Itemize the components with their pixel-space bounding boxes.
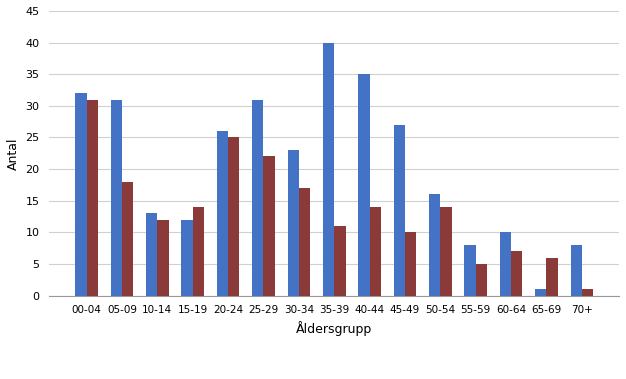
X-axis label: Åldersgrupp: Åldersgrupp [296, 321, 372, 336]
Bar [75, 93, 86, 296]
Bar [500, 232, 511, 296]
Bar [535, 289, 546, 296]
Bar [287, 150, 299, 296]
Bar [405, 232, 416, 296]
Bar [299, 188, 310, 296]
Bar [511, 251, 523, 296]
Bar [217, 131, 228, 296]
Bar [182, 220, 193, 296]
Bar [122, 182, 133, 296]
Bar [358, 74, 369, 296]
Bar [228, 138, 239, 296]
Bar [252, 100, 264, 296]
Bar [334, 226, 346, 296]
Bar [157, 220, 168, 296]
Bar [146, 213, 157, 296]
Bar [582, 289, 593, 296]
Bar [464, 245, 476, 296]
Bar [111, 100, 122, 296]
Bar [570, 245, 582, 296]
Bar [440, 207, 451, 296]
Bar [193, 207, 204, 296]
Bar [369, 207, 381, 296]
Bar [429, 194, 440, 296]
Y-axis label: Antal: Antal [7, 137, 20, 169]
Bar [394, 125, 405, 296]
Bar [86, 100, 98, 296]
Bar [476, 264, 487, 296]
Bar [264, 157, 275, 296]
Bar [323, 42, 334, 296]
Bar [546, 258, 558, 296]
